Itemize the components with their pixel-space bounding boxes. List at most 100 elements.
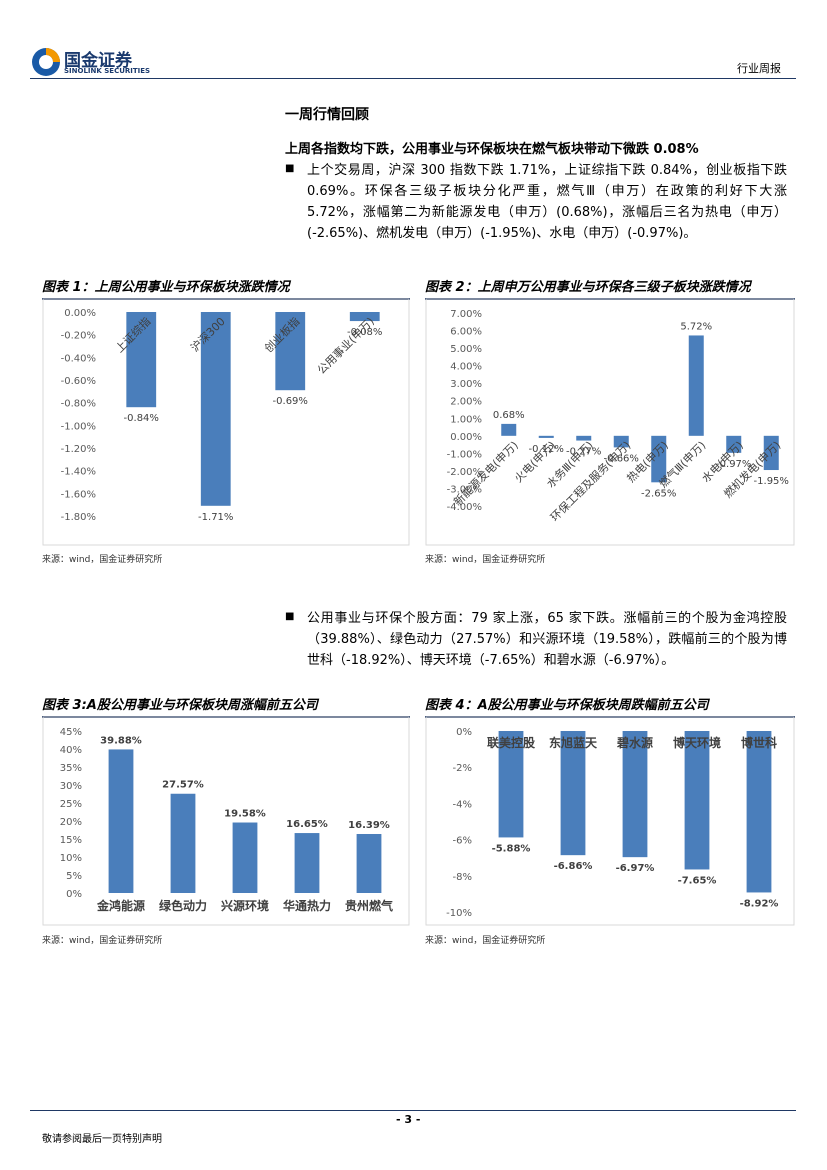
y-tick-label: -1.40%	[61, 467, 96, 478]
value-label: -6.86%	[554, 861, 593, 872]
bar	[275, 312, 306, 391]
y-tick-label: -0.60%	[61, 376, 96, 387]
y-tick-label: -1.00%	[447, 449, 482, 460]
y-tick-label: 35%	[60, 763, 82, 774]
y-tick-label: -10%	[446, 908, 472, 919]
x-tick-label: 金鸿能源	[96, 898, 145, 913]
y-tick-label: -3.00%	[447, 484, 482, 495]
chart-title: 图表 2：上周申万公用事业与环保各三级子板块涨跌情况	[425, 276, 795, 300]
chart-title: 图表 4：A股公用事业与环保板块周跌幅前五公司	[425, 694, 795, 718]
y-tick-label: -2%	[453, 763, 472, 774]
x-tick-label: 贵州燃气	[345, 898, 393, 913]
value-label: -0.69%	[273, 396, 308, 407]
y-tick-label: 7.00%	[450, 309, 482, 320]
bullet-icon: ■	[285, 611, 295, 622]
value-label: -7.65%	[678, 875, 717, 886]
y-tick-label: 5.00%	[450, 344, 482, 355]
y-tick-label: 45%	[60, 727, 82, 738]
y-tick-label: 3.00%	[450, 379, 482, 390]
bar	[232, 822, 258, 893]
plot-border	[425, 716, 795, 926]
logo-cn: 国金证券	[64, 51, 132, 71]
value-label: -8.92%	[740, 898, 779, 909]
chart: 0.00% -0.20% -0.40% -0.60% -0.80% -1.00% -1.20…	[42, 298, 410, 546]
x-tick-label: 博天环境	[673, 735, 721, 750]
y-tick-label: 0%	[456, 727, 472, 738]
value-label: 27.57%	[162, 780, 204, 791]
bar	[684, 731, 710, 870]
header-rule	[30, 78, 796, 79]
x-tick-label: 兴源环境	[221, 898, 269, 913]
section-subtitle: 上周各指数均下跌，公用事业与环保板块在燃气板块带动下微跌 0.08%	[285, 142, 699, 157]
report-type: 行业周报	[737, 62, 781, 75]
plot-border	[425, 298, 795, 546]
value-label: -2.65%	[641, 488, 676, 499]
bar	[763, 435, 779, 471]
bar	[651, 435, 667, 483]
chart-title: 图表 3:A股公用事业与环保板块周涨幅前五公司	[42, 694, 410, 718]
source: 来源：wind，国金证券研究所	[42, 936, 163, 946]
bar	[576, 435, 592, 441]
chart-title: 图表 1：上周公用事业与环保板块涨跌情况	[42, 276, 410, 300]
value-label: 19.58%	[224, 809, 266, 820]
y-tick-label: 4.00%	[450, 362, 482, 373]
value-label: -0.27%	[566, 447, 601, 458]
bar	[294, 833, 320, 893]
bar	[200, 312, 231, 506]
y-tick-label: 25%	[60, 799, 82, 810]
y-tick-label: 10%	[60, 853, 82, 864]
x-tick-label: 碧水源	[616, 735, 653, 750]
y-tick-label: -6%	[453, 836, 472, 847]
bar	[560, 731, 586, 856]
y-tick-label: 0.00%	[64, 308, 96, 319]
chart: 45% 40% 35% 30% 25% 20% 15% 10% 5% 0% 39.88% 金鸿能源 27…	[42, 716, 410, 926]
x-tick-label: 华通热力	[283, 898, 331, 913]
y-tick-label: -4%	[453, 799, 472, 810]
y-tick-label: 30%	[60, 781, 82, 792]
value-label: -0.08%	[347, 327, 382, 338]
value-label: -0.66%	[604, 453, 639, 464]
bar	[108, 749, 134, 893]
plot-border	[42, 716, 410, 926]
y-tick-label: -0.40%	[61, 353, 96, 364]
disclaimer: 敬请参阅最后一页特别声明	[42, 1134, 162, 1145]
source: 来源：wind，国金证券研究所	[425, 936, 546, 946]
footer-rule	[30, 1110, 796, 1111]
bar	[349, 312, 380, 322]
bullet-text: 公用事业与环保个股方面：79 家上涨，65 家下跌。涨幅前三的个股为金鸿控股（3…	[307, 611, 787, 668]
plot-border	[42, 298, 410, 546]
value-label: 16.65%	[286, 819, 328, 830]
source: 来源：wind，国金证券研究所	[425, 555, 546, 565]
bar	[613, 435, 629, 448]
y-tick-label: -8%	[453, 872, 472, 883]
y-tick-label: -4.00%	[447, 502, 482, 513]
y-tick-label: 5%	[66, 871, 82, 882]
bar	[170, 793, 196, 893]
bar	[126, 312, 157, 408]
y-tick-label: -0.80%	[61, 399, 96, 410]
y-tick-label: 6.00%	[450, 327, 482, 338]
page-number: - 3 -	[396, 1113, 421, 1126]
y-tick-label: 0.00%	[450, 432, 482, 443]
logo-mark	[32, 48, 60, 76]
x-tick-label: 博世科	[741, 735, 777, 750]
value-label: -6.97%	[616, 863, 655, 874]
value-label: 5.72%	[680, 321, 712, 332]
bar	[726, 435, 742, 453]
value-label: -5.88%	[492, 843, 531, 854]
value-label: -1.71%	[198, 512, 233, 523]
bar	[498, 731, 524, 838]
value-label: 16.39%	[348, 820, 390, 831]
source: 来源：wind，国金证券研究所	[42, 555, 163, 565]
y-tick-label: -2.00%	[447, 467, 482, 478]
value-label: -0.97%	[716, 459, 751, 470]
chart: 0% -2% -4% -6% -8% -10% -5.88% 联美控股 -6.86% 东旭蓝天 -6…	[425, 716, 795, 926]
y-tick-label: -0.20%	[61, 331, 96, 342]
value-label: 0.68%	[493, 410, 525, 421]
bullet-text: 上个交易周，沪深 300 指数下跌 1.71%，上证综指下跌 0.84%，创业板…	[307, 163, 787, 241]
bar	[501, 423, 517, 436]
y-tick-label: 40%	[60, 745, 82, 756]
chart: 7.00% 6.00% 5.00% 4.00% 3.00% 2.00% 1.00% 0.00%…	[425, 298, 795, 546]
bar	[538, 435, 554, 438]
